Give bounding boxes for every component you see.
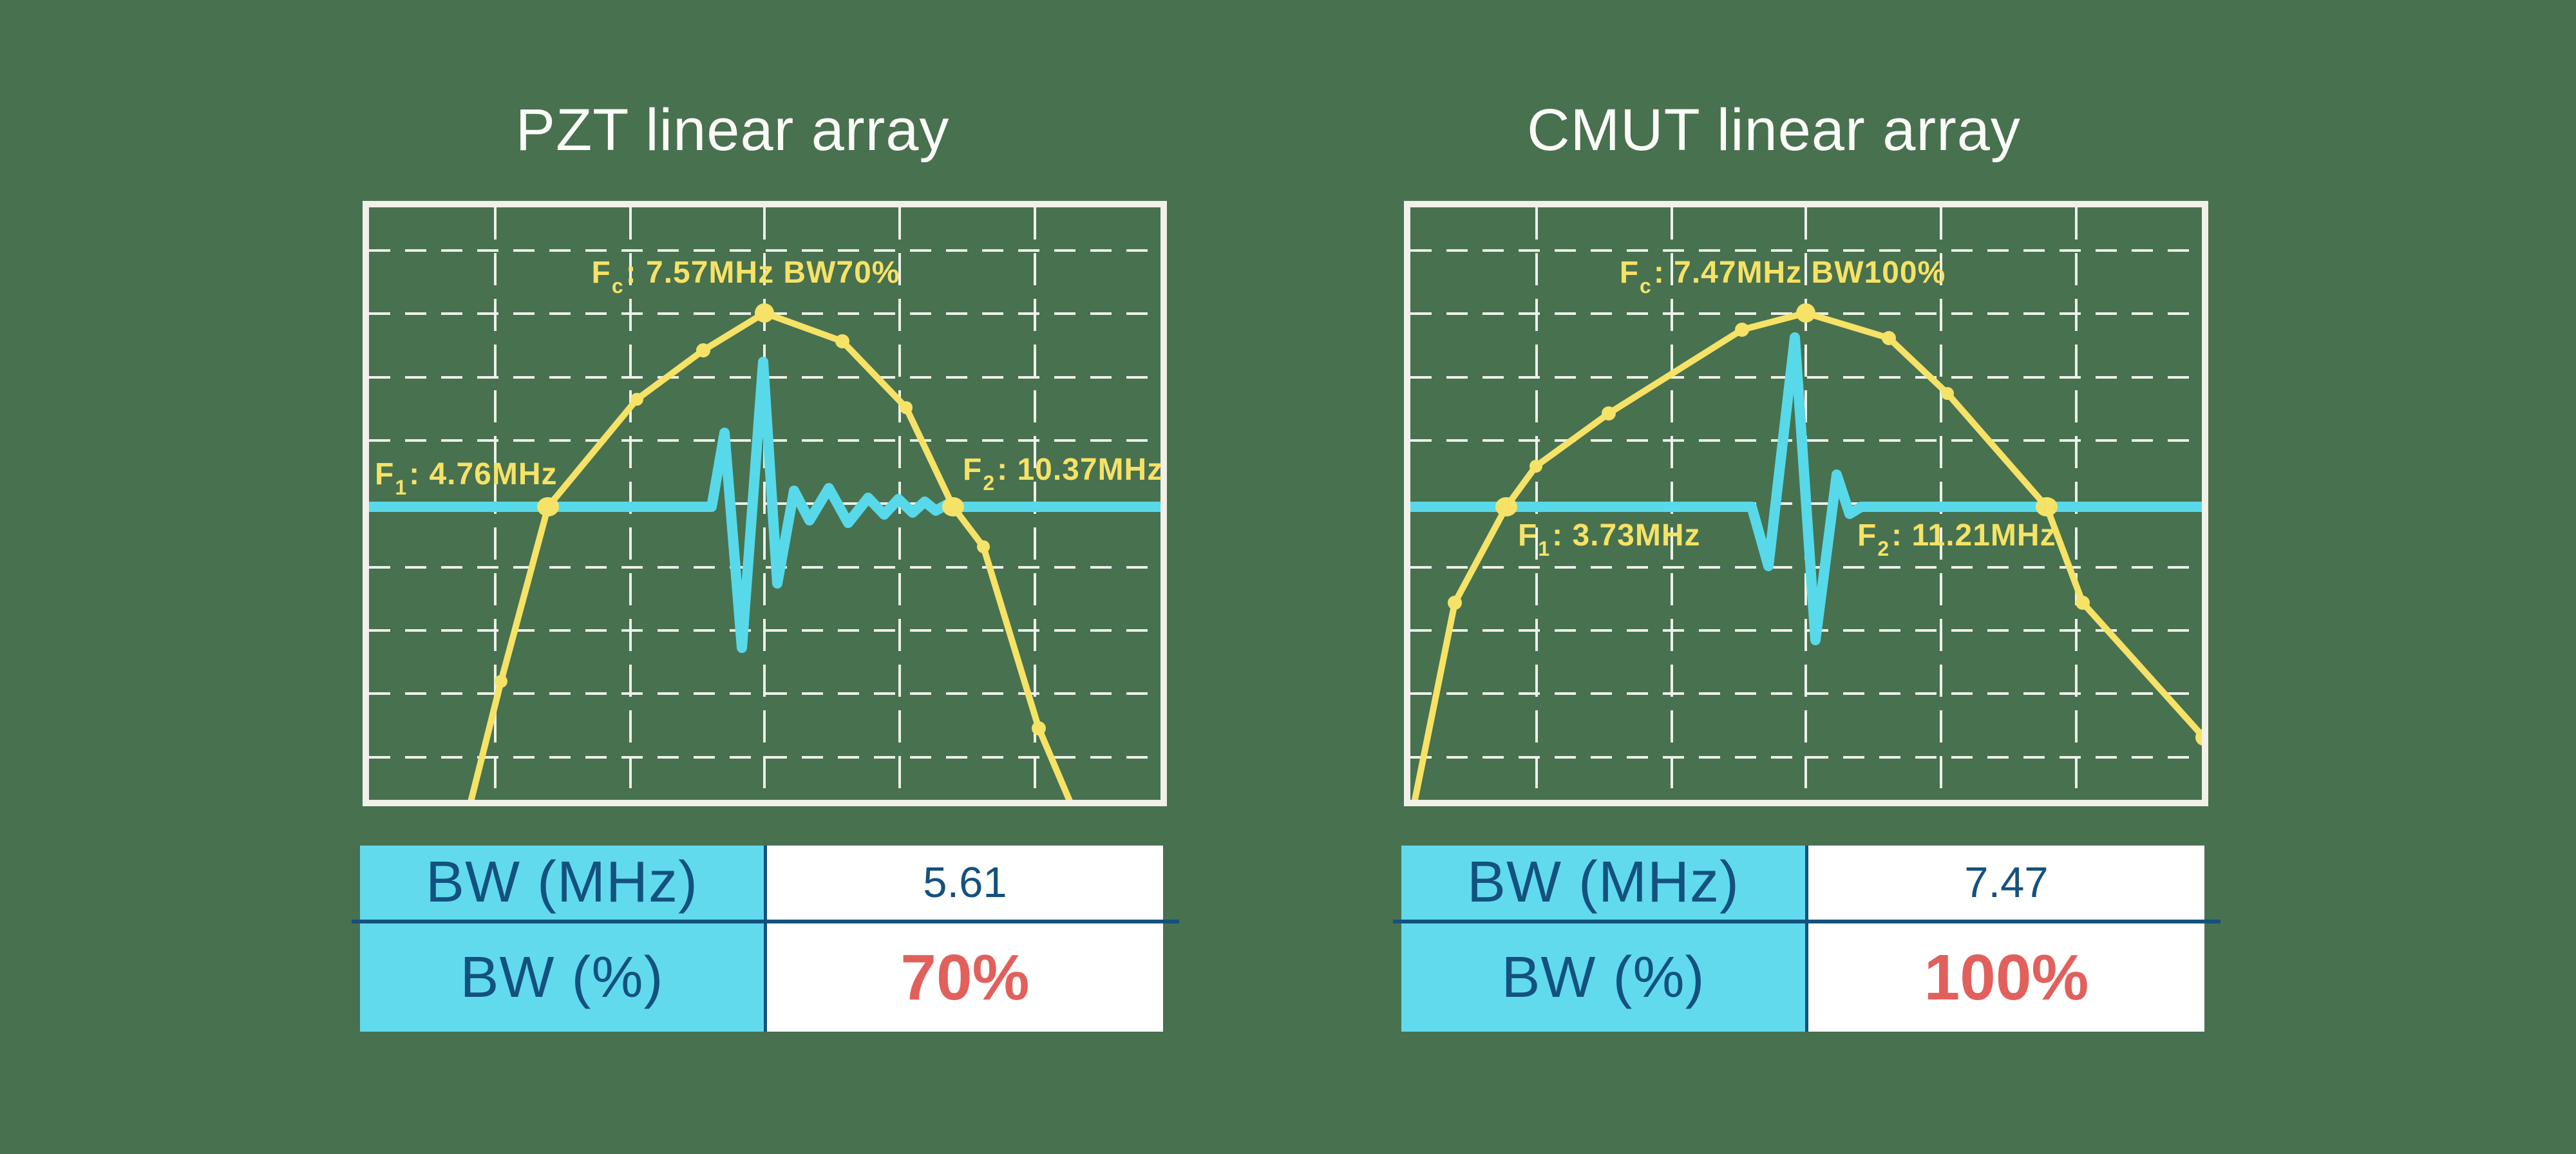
f1-subscript: 1 <box>395 476 408 499</box>
panel-pzt: PZT linear array Fc: 7.57MHz BW70% F1: 4… <box>352 0 1179 1154</box>
fc-subscript: c <box>1640 274 1652 298</box>
f2-subscript: 2 <box>1877 537 1890 560</box>
annotation-f2: F2: 10.37MHz <box>963 453 1164 494</box>
fc-subscript: c <box>611 274 624 298</box>
panel-cmut: CMUT linear array Fc: 7.47MHz BW100% F1:… <box>1393 0 2221 1154</box>
annotation-fc: Fc: 7.47MHz BW100% <box>1619 256 1946 297</box>
annotation-fc: Fc: 7.57MHz BW70% <box>591 256 900 297</box>
f1-subscript: 1 <box>1538 537 1551 560</box>
table-value-bw-mhz: 7.47 <box>1808 846 2204 920</box>
table-row: BW (MHz) 5.61 <box>360 846 1163 920</box>
fc-symbol: F <box>591 256 611 290</box>
table-label-bw-mhz: BW (MHz) <box>360 846 767 920</box>
f2-subscript: 2 <box>983 471 996 495</box>
f2-value: : 11.21MHz <box>1891 518 2056 553</box>
f1-symbol: F <box>375 457 395 491</box>
f2-symbol: F <box>963 453 983 487</box>
chart-frame-pzt: Fc: 7.57MHz BW70% F1: 4.76MHz F2: 10.37M… <box>363 201 1167 806</box>
panel-title-pzt: PZT linear array <box>515 97 950 163</box>
annotation-f1: F1: 3.73MHz <box>1518 518 1701 560</box>
table-row-divider <box>352 920 1179 923</box>
table-row: BW (MHz) 7.47 <box>1401 846 2204 920</box>
f1-value: : 4.76MHz <box>409 457 558 491</box>
fc-value: : 7.47MHz BW100% <box>1653 256 1946 290</box>
fc-symbol: F <box>1619 256 1640 290</box>
chart-plot-pzt <box>369 207 1160 800</box>
table-value-bw-mhz: 5.61 <box>767 846 1163 920</box>
table-row-divider <box>1393 920 2221 923</box>
table-value-bw-pct: 100% <box>1808 923 2204 1032</box>
annotation-f2: F2: 11.21MHz <box>1857 518 2056 560</box>
table-label-bw-pct: BW (%) <box>360 923 767 1032</box>
f1-symbol: F <box>1518 518 1538 553</box>
annotation-f1: F1: 4.76MHz <box>375 457 558 498</box>
table-label-bw-mhz: BW (MHz) <box>1401 846 1808 920</box>
table-row: BW (%) 70% <box>360 923 1163 1032</box>
f1-value: : 3.73MHz <box>1552 518 1701 553</box>
fc-value: : 7.57MHz BW70% <box>625 256 900 290</box>
bandwidth-table-pzt: BW (MHz) 5.61 BW (%) 70% <box>352 846 1179 1032</box>
panel-title-cmut: CMUT linear array <box>1527 97 2021 163</box>
chart-plot-cmut <box>1410 207 2202 800</box>
chart-frame-cmut: Fc: 7.47MHz BW100% F1: 3.73MHz F2: 11.21… <box>1404 201 2208 806</box>
table-value-bw-pct: 70% <box>767 923 1163 1032</box>
bandwidth-table-cmut: BW (MHz) 7.47 BW (%) 100% <box>1393 846 2221 1032</box>
table-row: BW (%) 100% <box>1401 923 2204 1032</box>
table-label-bw-pct: BW (%) <box>1401 923 1808 1032</box>
f2-symbol: F <box>1857 518 1877 553</box>
f2-value: : 10.37MHz <box>997 453 1164 487</box>
